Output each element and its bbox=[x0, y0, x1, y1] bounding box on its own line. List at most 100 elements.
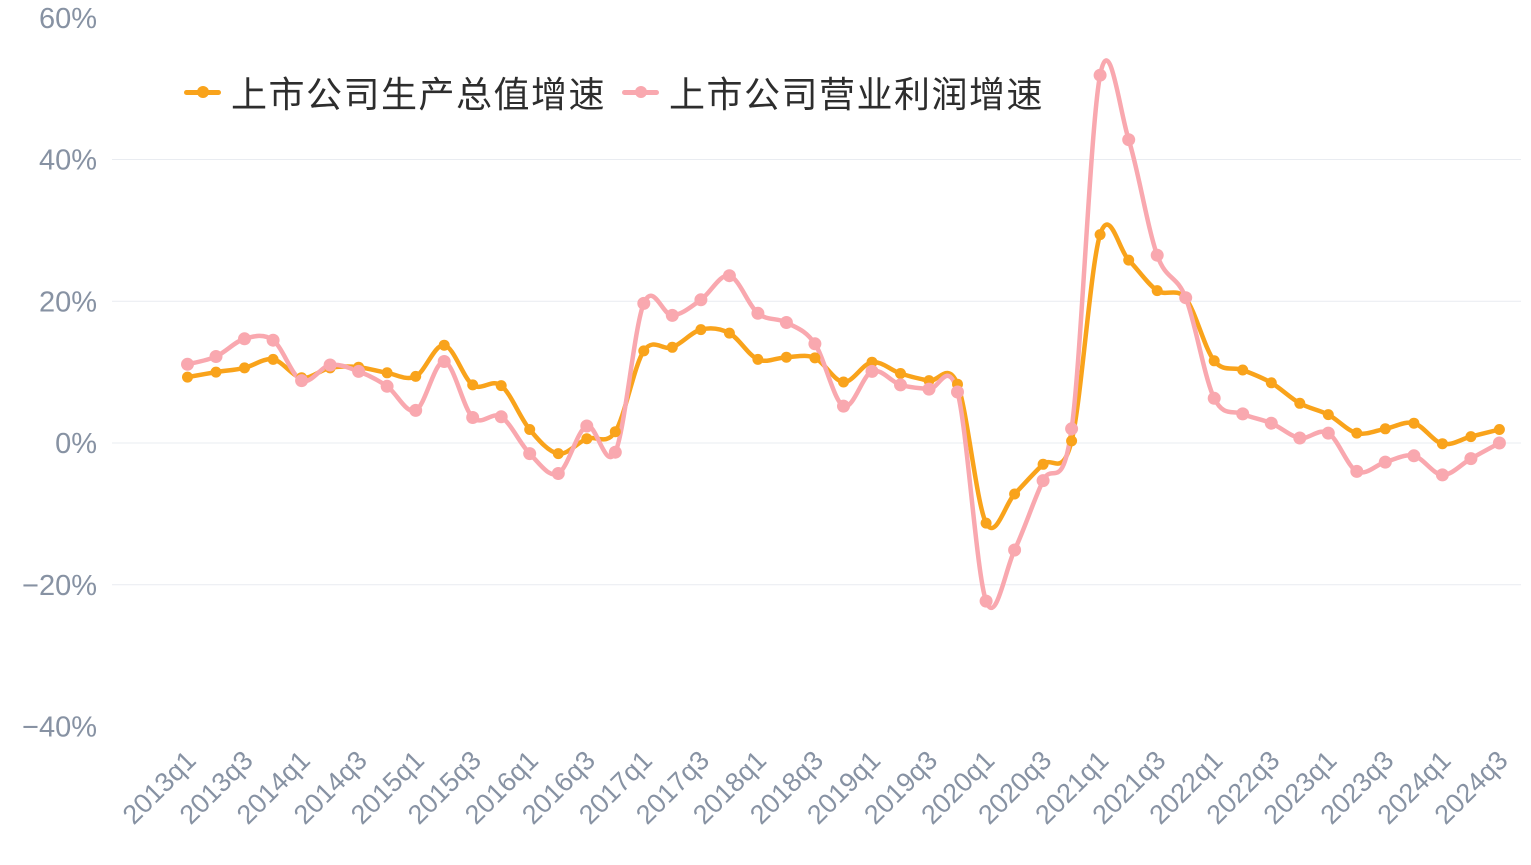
legend-item-profit-growth[interactable]: 上市公司营业利润增速 bbox=[622, 66, 1044, 118]
data-point-series-1[interactable] bbox=[1122, 133, 1136, 147]
data-point-series-1[interactable] bbox=[1093, 68, 1107, 82]
chart-legend: 上市公司生产总值增速 上市公司营业利润增速 bbox=[184, 66, 1044, 118]
data-point-series-0[interactable] bbox=[666, 341, 678, 353]
data-point-series-0[interactable] bbox=[1379, 423, 1391, 435]
data-point-series-0[interactable] bbox=[1123, 254, 1135, 266]
data-point-series-0[interactable] bbox=[752, 353, 764, 365]
data-point-series-1[interactable] bbox=[1065, 422, 1079, 436]
data-point-series-0[interactable] bbox=[210, 366, 222, 378]
data-point-series-1[interactable] bbox=[1350, 464, 1364, 478]
data-point-series-0[interactable] bbox=[182, 371, 193, 383]
y-axis-tick-label: 60% bbox=[39, 3, 97, 35]
data-point-series-1[interactable] bbox=[551, 467, 565, 480]
data-point-series-1[interactable] bbox=[352, 364, 366, 378]
y-axis-tick-label: 40% bbox=[39, 145, 97, 177]
y-axis-tick-label: 0% bbox=[55, 428, 97, 460]
data-point-series-1[interactable] bbox=[494, 410, 508, 424]
data-point-series-1[interactable] bbox=[1179, 291, 1193, 305]
data-point-series-0[interactable] bbox=[838, 376, 849, 388]
data-point-series-0[interactable] bbox=[1009, 488, 1021, 500]
data-point-series-0[interactable] bbox=[495, 380, 507, 392]
data-point-series-0[interactable] bbox=[267, 353, 279, 365]
data-point-series-1[interactable] bbox=[181, 357, 194, 371]
legend-line-dot-icon bbox=[622, 86, 660, 98]
data-point-series-0[interactable] bbox=[980, 517, 992, 529]
data-point-series-1[interactable] bbox=[608, 445, 622, 459]
data-point-series-0[interactable] bbox=[866, 356, 878, 368]
data-point-series-0[interactable] bbox=[780, 351, 792, 363]
data-point-series-0[interactable] bbox=[1465, 431, 1477, 443]
data-point-series-0[interactable] bbox=[1151, 285, 1163, 297]
data-point-series-0[interactable] bbox=[1265, 377, 1277, 389]
data-point-series-1[interactable] bbox=[722, 269, 736, 283]
data-point-series-1[interactable] bbox=[979, 594, 993, 608]
data-point-series-1[interactable] bbox=[1321, 426, 1335, 440]
data-point-series-1[interactable] bbox=[637, 296, 651, 310]
data-point-series-0[interactable] bbox=[381, 367, 393, 379]
legend-line-dot-icon bbox=[184, 86, 221, 98]
data-point-series-1[interactable] bbox=[1407, 449, 1421, 463]
data-point-series-1[interactable] bbox=[1207, 391, 1221, 405]
data-point-series-0[interactable] bbox=[695, 324, 707, 336]
data-point-series-1[interactable] bbox=[437, 355, 451, 368]
data-point-series-0[interactable] bbox=[1493, 424, 1505, 435]
data-point-series-0[interactable] bbox=[1237, 364, 1249, 376]
data-point-series-1[interactable] bbox=[951, 385, 964, 399]
data-point-series-0[interactable] bbox=[1094, 229, 1106, 241]
data-point-series-1[interactable] bbox=[1008, 543, 1022, 557]
y-axis-tick-label: −40% bbox=[22, 712, 97, 744]
data-point-series-1[interactable] bbox=[238, 332, 251, 346]
data-point-series-1[interactable] bbox=[466, 411, 480, 424]
data-point-series-1[interactable] bbox=[1492, 436, 1506, 450]
data-point-series-1[interactable] bbox=[665, 308, 679, 322]
data-point-series-0[interactable] bbox=[895, 368, 906, 379]
data-point-series-1[interactable] bbox=[1036, 474, 1050, 488]
legend-item-output-growth[interactable]: 上市公司生产总值增速 bbox=[184, 66, 606, 118]
data-point-series-0[interactable] bbox=[723, 327, 735, 339]
data-point-series-0[interactable] bbox=[410, 370, 422, 382]
data-point-series-0[interactable] bbox=[438, 339, 450, 351]
data-point-series-1[interactable] bbox=[1236, 407, 1250, 421]
data-point-series-1[interactable] bbox=[409, 403, 423, 417]
data-point-series-0[interactable] bbox=[1066, 435, 1078, 447]
data-point-series-1[interactable] bbox=[523, 447, 537, 461]
data-point-series-1[interactable] bbox=[323, 358, 337, 372]
data-point-series-0[interactable] bbox=[638, 345, 650, 357]
data-point-series-0[interactable] bbox=[609, 426, 621, 438]
data-point-series-0[interactable] bbox=[1322, 409, 1334, 421]
data-point-series-1[interactable] bbox=[865, 364, 879, 378]
data-point-series-0[interactable] bbox=[552, 448, 564, 460]
data-point-series-1[interactable] bbox=[1378, 455, 1392, 469]
data-point-series-0[interactable] bbox=[1294, 397, 1306, 409]
data-point-series-1[interactable] bbox=[694, 293, 708, 307]
data-point-series-1[interactable] bbox=[380, 379, 394, 393]
data-point-series-1[interactable] bbox=[922, 382, 936, 396]
data-point-series-0[interactable] bbox=[1208, 355, 1220, 367]
data-point-series-0[interactable] bbox=[467, 379, 479, 391]
data-point-series-1[interactable] bbox=[1293, 431, 1307, 445]
data-point-series-1[interactable] bbox=[1435, 468, 1449, 482]
data-point-series-1[interactable] bbox=[779, 316, 793, 329]
data-point-series-1[interactable] bbox=[580, 419, 594, 433]
data-point-series-0[interactable] bbox=[1037, 458, 1049, 470]
data-point-series-0[interactable] bbox=[1408, 417, 1420, 429]
data-point-series-1[interactable] bbox=[266, 333, 280, 347]
data-point-series-1[interactable] bbox=[751, 306, 765, 320]
data-point-series-0[interactable] bbox=[581, 433, 593, 445]
data-point-series-0[interactable] bbox=[524, 424, 536, 435]
data-point-series-1[interactable] bbox=[837, 399, 850, 413]
data-point-series-1[interactable] bbox=[1464, 452, 1478, 466]
legend-label: 上市公司生产总值增速 bbox=[231, 74, 607, 115]
data-point-series-0[interactable] bbox=[239, 362, 250, 374]
data-point-series-1[interactable] bbox=[1264, 416, 1278, 430]
data-point-series-0[interactable] bbox=[809, 352, 821, 364]
data-point-series-0[interactable] bbox=[1351, 427, 1363, 439]
legend-label: 上市公司营业利润增速 bbox=[669, 74, 1045, 115]
data-point-series-1[interactable] bbox=[1150, 248, 1164, 262]
y-axis-tick-label: 20% bbox=[39, 286, 97, 318]
data-point-series-1[interactable] bbox=[808, 337, 822, 351]
data-point-series-1[interactable] bbox=[894, 378, 907, 392]
data-point-series-1[interactable] bbox=[295, 374, 309, 388]
data-point-series-1[interactable] bbox=[209, 350, 223, 363]
data-point-series-0[interactable] bbox=[1436, 438, 1448, 450]
